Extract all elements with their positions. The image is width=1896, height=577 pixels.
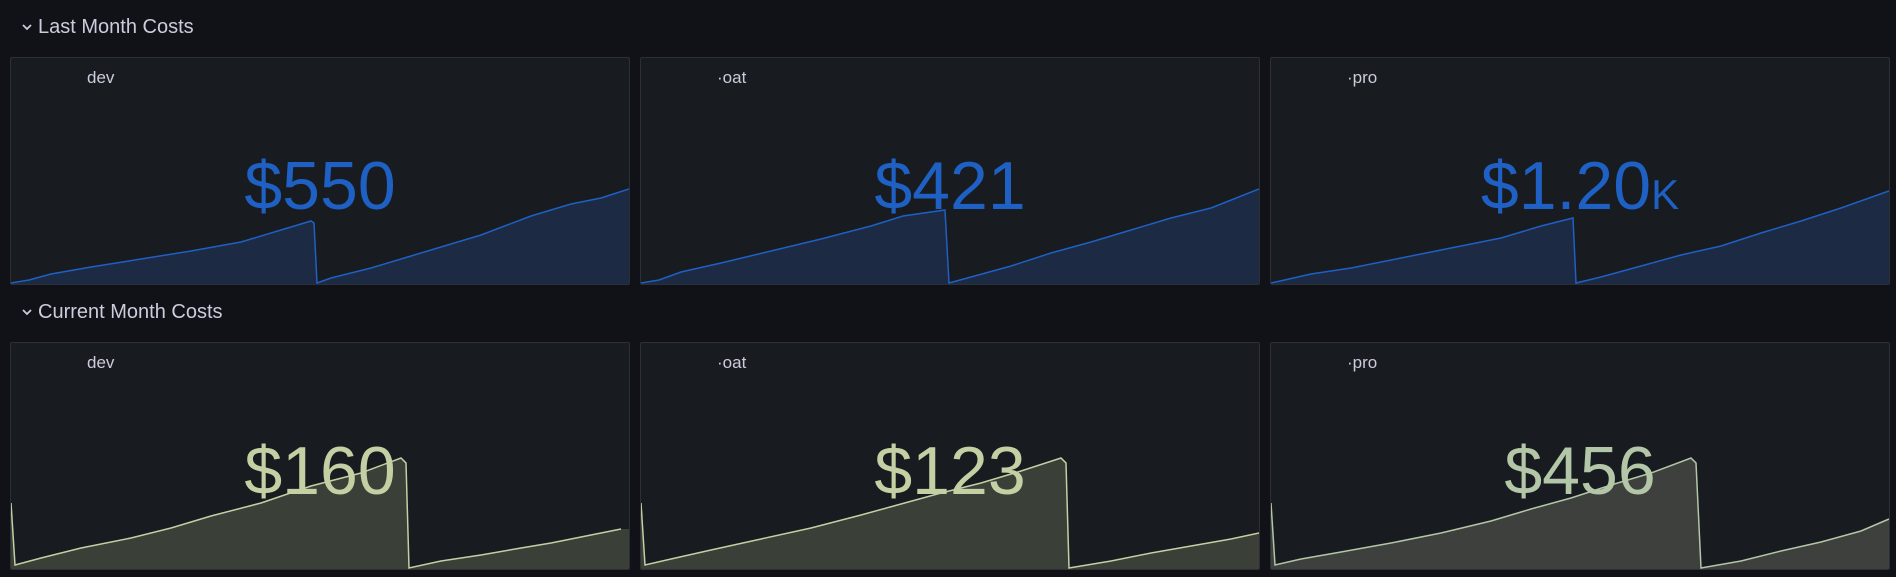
chevron-down-icon: [20, 305, 34, 319]
stat-value: $550: [244, 148, 396, 224]
stat-panel-last-pro[interactable]: ·pro $1.20K: [1270, 57, 1890, 285]
panel-title: ·oat: [717, 68, 747, 87]
panel-title: ·pro: [1347, 353, 1378, 372]
stat-value-wrap: $160: [11, 437, 629, 505]
stat-panel-last-oat[interactable]: ·oat $421: [640, 57, 1260, 285]
stat-value: $421: [874, 148, 1026, 224]
stat-value: $160: [244, 433, 396, 509]
stat-value: $1.20: [1480, 148, 1652, 224]
sparkline: [641, 188, 1259, 284]
sparkline: [1271, 457, 1889, 569]
row-title: Last Month Costs: [38, 15, 194, 38]
sparkline: [1271, 190, 1889, 284]
panel-title: ·pro: [1347, 68, 1378, 87]
chevron-down-icon: [20, 20, 34, 34]
sparkline: [641, 457, 1259, 569]
stat-value-wrap: $550: [11, 152, 629, 220]
stat-value: $123: [874, 433, 1026, 509]
sparkline: [11, 188, 629, 284]
stat-value-wrap: $1.20K: [1271, 152, 1889, 220]
panel-title: dev: [87, 353, 115, 372]
stat-panel-current-pro[interactable]: ·pro $456: [1270, 342, 1890, 570]
stat-value-wrap: $421: [641, 152, 1259, 220]
stat-value-wrap: $123: [641, 437, 1259, 505]
row-title: Current Month Costs: [38, 300, 223, 323]
row-header-current-month[interactable]: Current Month Costs: [20, 295, 223, 329]
stat-panel-current-oat[interactable]: ·oat $123: [640, 342, 1260, 570]
sparkline: [11, 457, 629, 569]
stat-value-wrap: $456: [1271, 437, 1889, 505]
stat-value: $456: [1504, 433, 1656, 509]
row-header-last-month[interactable]: Last Month Costs: [20, 10, 194, 44]
stat-suffix: K: [1651, 171, 1680, 218]
panel-title: dev: [87, 68, 115, 87]
stat-panel-last-dev[interactable]: dev $550: [10, 57, 630, 285]
panel-title: ·oat: [717, 353, 747, 372]
stat-panel-current-dev[interactable]: dev $160: [10, 342, 630, 570]
